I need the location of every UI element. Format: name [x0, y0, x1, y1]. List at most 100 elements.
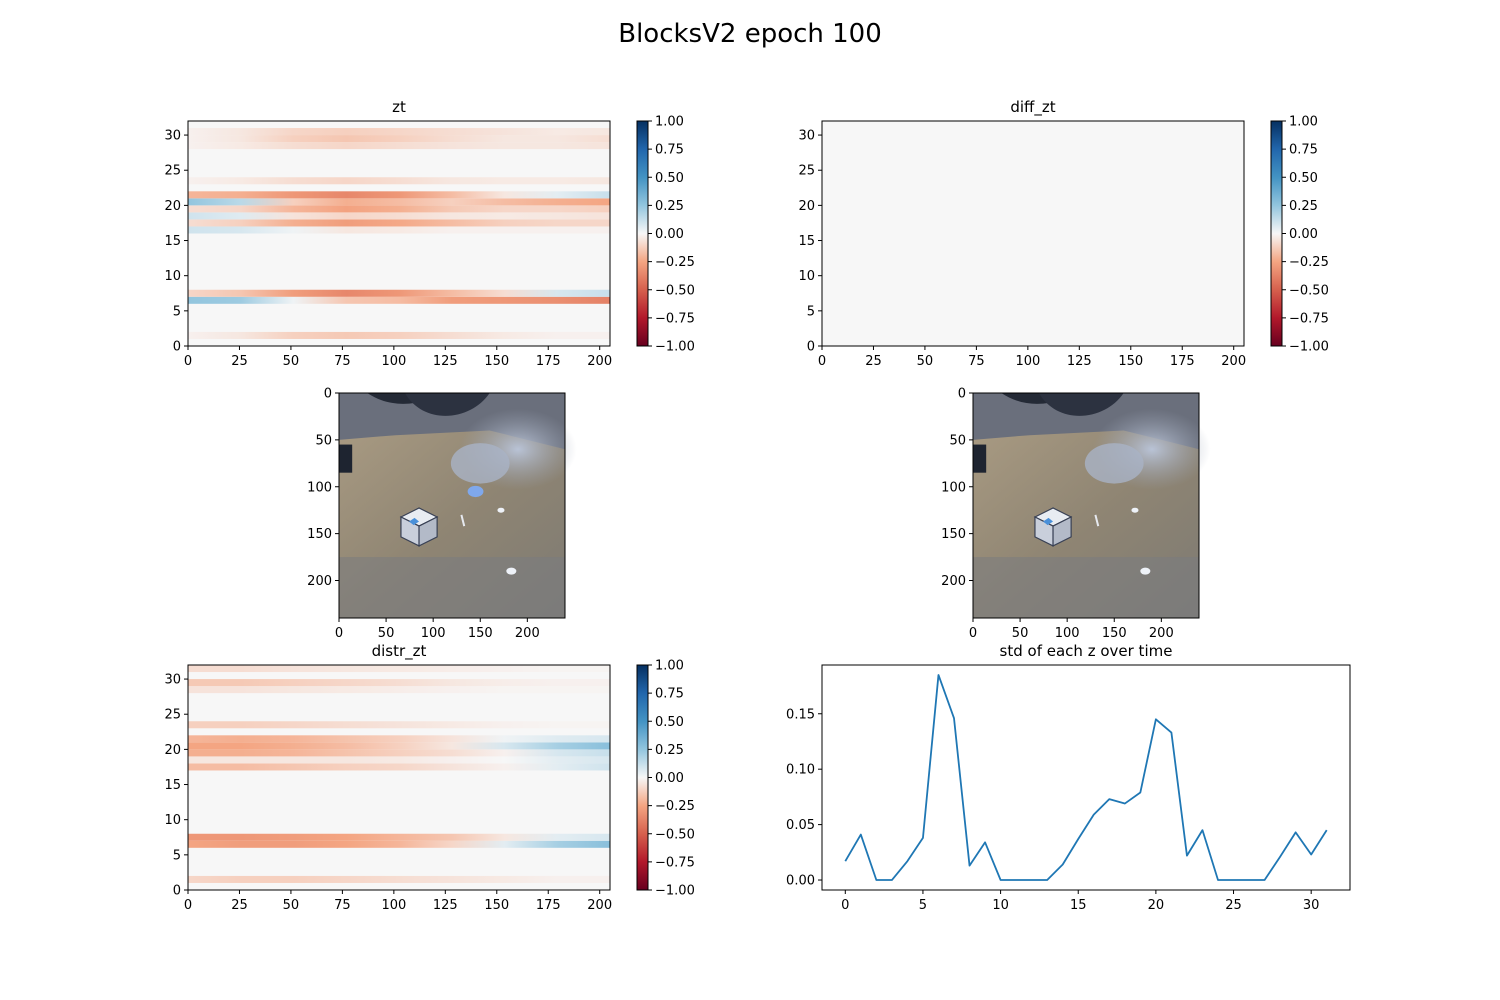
y-tick-label: 0: [958, 387, 966, 402]
colorbar-tick-label: 1.00: [655, 659, 684, 674]
frame-right-panel: 0 50 100 150 200 0 50 100 150 200: [941, 387, 1211, 641]
std-series-line: [844, 674, 1328, 881]
figure-title: BlocksV2 epoch 100: [618, 19, 882, 49]
x-tick-label: 0: [841, 898, 849, 913]
x-tick-label: 15: [1070, 898, 1087, 913]
x-tick-label: 125: [433, 898, 458, 913]
colorbar-tick-label: −0.50: [1289, 283, 1329, 298]
y-tick-label: 5: [173, 848, 181, 863]
colorbar-tick-label: −1.00: [655, 340, 695, 355]
axes-frame: [972, 392, 1200, 619]
x-tick-label: 25: [1225, 898, 1242, 913]
heatmap-row-z30: [188, 128, 610, 136]
heatmap-row-z6: [188, 296, 610, 304]
colorbar-tick-label: −0.75: [1289, 311, 1329, 326]
panel-title: distr_zt: [372, 642, 427, 661]
x-tick-label: 150: [484, 898, 509, 913]
heatmap-row-z23: [188, 177, 610, 185]
x-tick-label: 50: [283, 898, 300, 913]
x-tick-label: 0: [969, 626, 977, 641]
heatmap-row-z6: [188, 840, 610, 848]
dark-object: [973, 444, 987, 473]
y-tick-label: 0.10: [786, 763, 815, 778]
x-tick-label: 150: [1118, 354, 1143, 369]
heatmap-row-z19: [188, 205, 610, 213]
table-shadow: [973, 557, 1199, 618]
heatmap-row-z21: [188, 191, 610, 199]
white-spot: [1131, 507, 1139, 513]
x-tick-label: 200: [1221, 354, 1246, 369]
colorbar-tick-label: 0.00: [655, 771, 684, 786]
y-tick-label: 150: [941, 527, 966, 542]
white-spot: [1140, 567, 1151, 575]
heatmap-background: [188, 665, 610, 890]
colorbar-gradient: [637, 121, 648, 346]
colorbar-tick-label: 0.00: [655, 227, 684, 242]
x-tick-label: 25: [231, 898, 248, 913]
white-mark: [1094, 514, 1100, 527]
y-tick-label: 0.00: [786, 874, 815, 889]
heatmap-row-z21: [188, 735, 610, 743]
heatmap-row-z29: [188, 679, 610, 687]
heatmap-row-z17: [188, 219, 610, 227]
diff-zt-heatmap-panel: 0 25 50 75 100 125 150 175 200 0 5 10 15 20 25 30 1.00 0.…: [798, 98, 1328, 369]
y-tick-label: 20: [164, 199, 181, 214]
y-tick-label: 15: [164, 778, 181, 793]
robot-arm: [1084, 443, 1144, 484]
colorbar-tick-label: 0.50: [655, 715, 684, 730]
x-tick-label: 50: [378, 626, 395, 641]
heatmap-row-z19: [188, 749, 610, 757]
colorbar-tick-label: −0.75: [655, 311, 695, 326]
colorbar-tick-label: 0.75: [655, 687, 684, 702]
x-tick-label: 50: [283, 354, 300, 369]
x-tick-label: 175: [536, 898, 561, 913]
y-tick-label: 10: [164, 269, 181, 284]
cube-right: [418, 516, 438, 547]
colorbar-tick-label: −0.75: [655, 855, 695, 870]
heatmap-row-z17: [188, 763, 610, 771]
y-tick-label: 200: [307, 574, 332, 589]
x-tick-label: 75: [334, 898, 351, 913]
cube-right: [1052, 516, 1072, 547]
y-tick-label: 0: [807, 340, 815, 355]
colorbar-gradient: [1271, 121, 1282, 346]
x-tick-label: 50: [1012, 626, 1029, 641]
robot-arm: [450, 443, 510, 484]
x-tick-label: 200: [587, 354, 612, 369]
x-tick-label: 100: [1015, 354, 1040, 369]
heatmap-row-z20: [188, 198, 610, 206]
x-tick-label: 200: [1149, 626, 1174, 641]
axes-frame: [187, 664, 611, 891]
y-tick-label: 0: [173, 884, 181, 899]
table-shadow: [339, 557, 565, 618]
colorbar-tick-label: 0.25: [655, 743, 684, 758]
x-tick-label: 125: [1067, 354, 1092, 369]
x-tick-label: 175: [536, 354, 561, 369]
x-tick-label: 30: [1303, 898, 1320, 913]
y-tick-label: 5: [807, 304, 815, 319]
colorbar-tick-label: 1.00: [1289, 115, 1318, 130]
axes-frame: [338, 392, 566, 619]
cable-shape: [1038, 393, 1124, 416]
x-tick-label: 5: [919, 898, 927, 913]
colorbar-tick-label: −1.00: [1289, 340, 1329, 355]
x-tick-label: 0: [818, 354, 826, 369]
x-tick-label: 100: [381, 354, 406, 369]
y-tick-label: 0.05: [786, 818, 815, 833]
colorbar-gradient: [637, 665, 648, 890]
heatmap-row-z7: [188, 833, 610, 841]
colorbar-tick-label: 0.25: [655, 199, 684, 214]
colorbar-tick-label: 0.75: [1289, 143, 1318, 158]
x-tick-label: 200: [587, 898, 612, 913]
x-tick-label: 150: [468, 626, 493, 641]
x-tick-label: 100: [381, 898, 406, 913]
heatmap-row-z18: [188, 756, 610, 764]
heatmap-row-z1: [188, 875, 610, 883]
x-tick-label: 150: [1102, 626, 1127, 641]
colorbar-tick-label: −1.00: [655, 884, 695, 899]
colorbar-tick-label: 1.00: [655, 115, 684, 130]
cube-blue-sticker: [409, 517, 420, 526]
dark-object: [339, 444, 353, 473]
x-tick-label: 125: [433, 354, 458, 369]
heatmap-row-z20: [188, 742, 610, 750]
